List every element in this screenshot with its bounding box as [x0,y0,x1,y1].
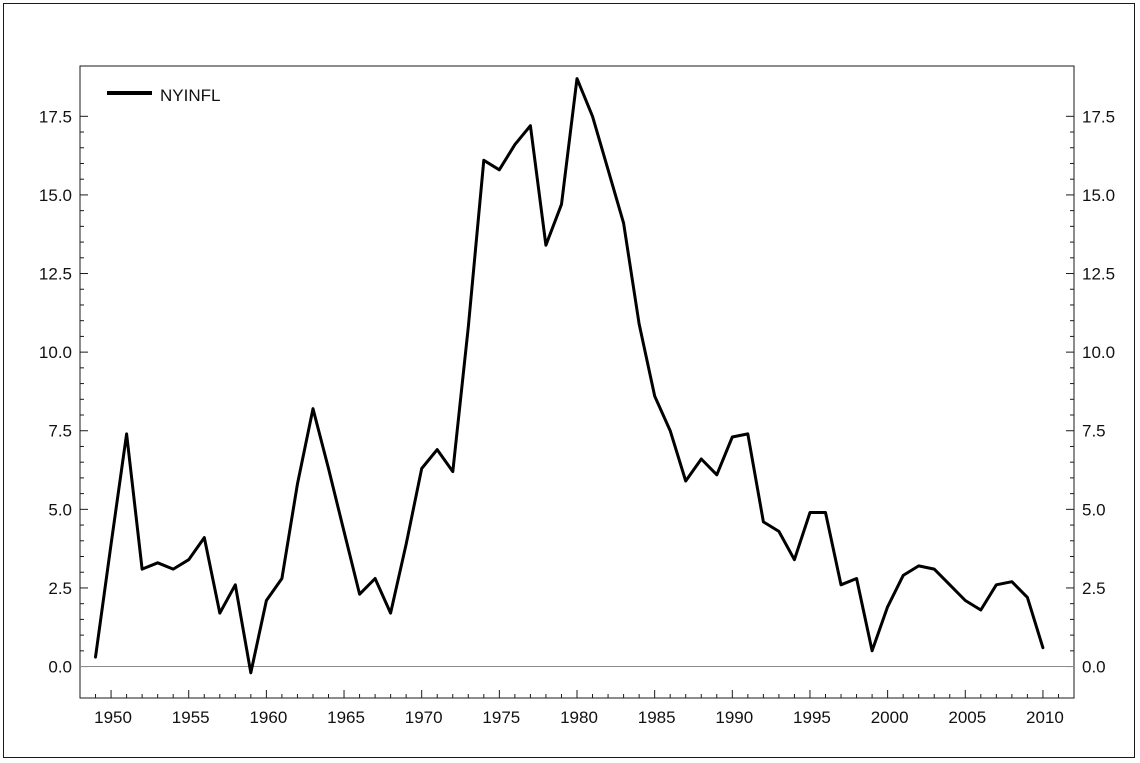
y-tick-label-right: 17.5 [1082,107,1115,126]
y-tick-label-right: 0.0 [1082,658,1106,677]
x-tick-label: 1960 [249,708,287,727]
x-tick-label: 2005 [948,708,986,727]
x-tick-label: 1970 [405,708,443,727]
y-tick-label-left: 7.5 [48,422,72,441]
y-tick-label-left: 15.0 [39,186,72,205]
x-tick-label: 1965 [327,708,365,727]
x-tick-label: 1955 [172,708,210,727]
x-tick-label: 1995 [793,708,831,727]
legend: NYINFL [107,86,220,105]
chart-frame [3,3,1135,758]
x-tick-label: 1950 [94,708,132,727]
y-tick-label-right: 2.5 [1082,579,1106,598]
y-tick-label-right: 5.0 [1082,500,1106,519]
legend-label: NYINFL [160,86,220,105]
y-tick-label-left: 2.5 [48,579,72,598]
y-tick-label-left: 17.5 [39,107,72,126]
x-tick-label: 1990 [715,708,753,727]
x-tick-label: 1985 [638,708,676,727]
plot-area [79,65,1075,699]
x-tick-label: 2000 [871,708,909,727]
y-tick-label-right: 10.0 [1082,343,1115,362]
y-tick-label-left: 5.0 [48,500,72,519]
y-tick-label-left: 12.5 [39,265,72,284]
y-tick-label-right: 15.0 [1082,186,1115,205]
series-line-nyinfl [94,77,1045,675]
x-tick-label: 2010 [1026,708,1064,727]
x-tick-label: 1980 [560,708,598,727]
ticks-layer: 0.0 0.0 2.5 2.5 5.0 5.0 7.5 7.5 10.0 10.0 12.5 12.5… [39,107,1115,727]
y-tick-label-left: 0.0 [48,658,72,677]
x-tick-label: 1975 [482,708,520,727]
y-tick-label-right: 12.5 [1082,265,1115,284]
y-tick-label-left: 10.0 [39,343,72,362]
y-tick-label-right: 7.5 [1082,422,1106,441]
